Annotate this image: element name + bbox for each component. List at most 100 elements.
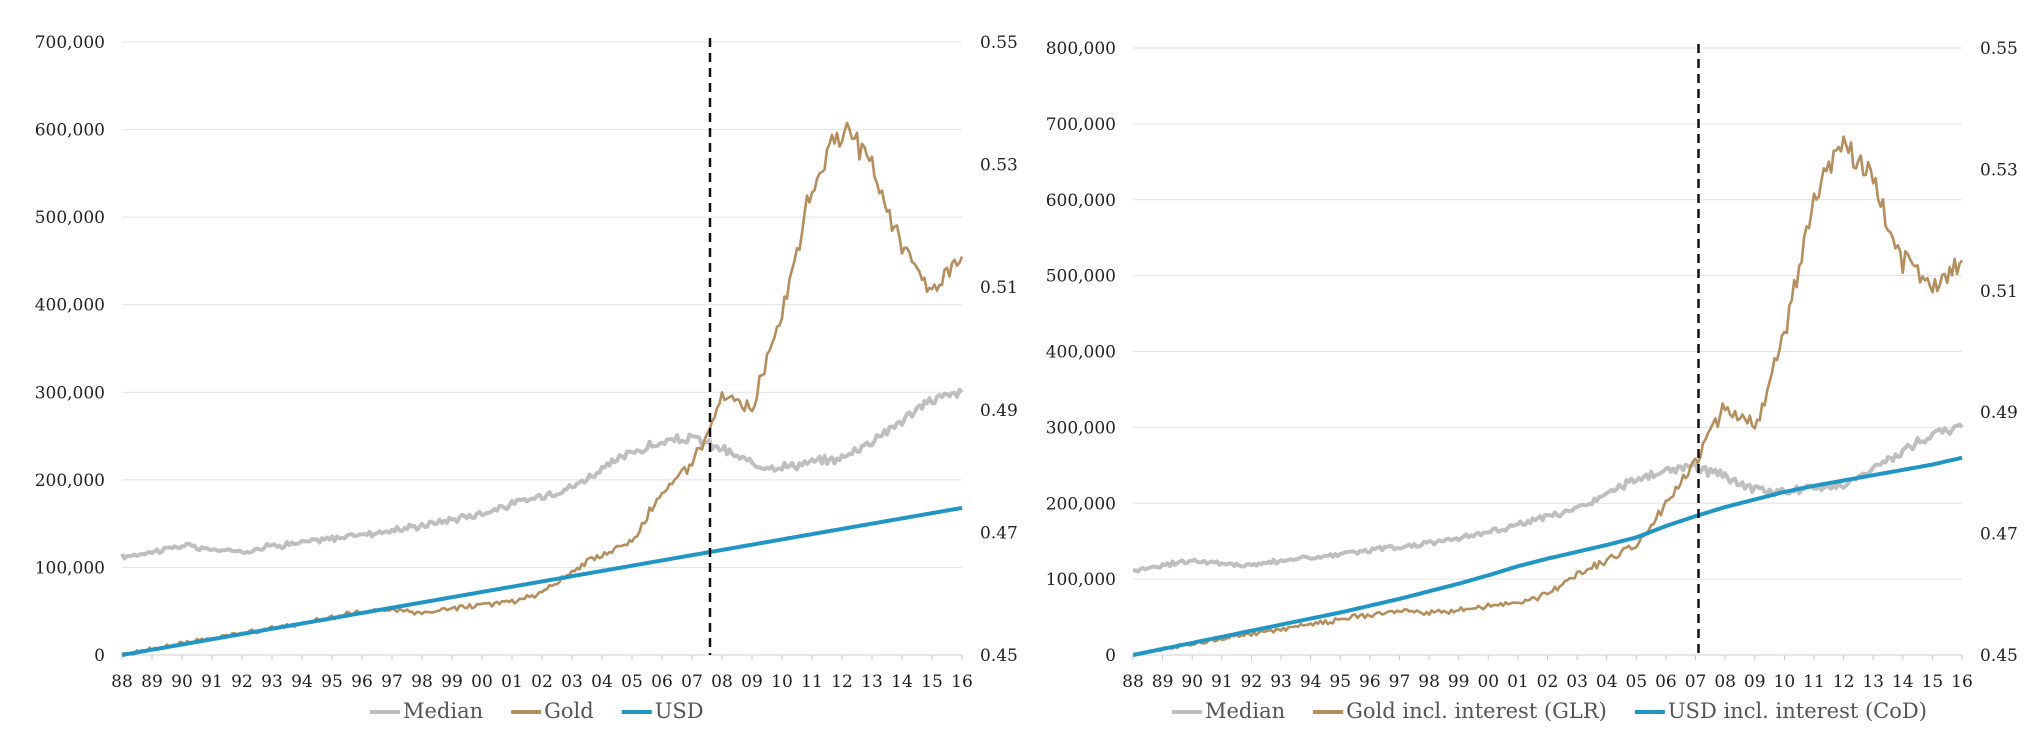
y2-tick-label: 0.53 — [980, 156, 1018, 176]
y-tick-label: 500,000 — [1046, 267, 1116, 287]
x-tick-label: 96 — [1359, 672, 1381, 692]
x-tick-label: 15 — [1922, 672, 1944, 692]
x-tick-label: 88 — [1122, 672, 1144, 692]
x-tick-label: 06 — [1655, 672, 1677, 692]
x-tick-label: 14 — [891, 672, 913, 692]
series-line-median — [1132, 422, 1964, 574]
x-tick-label: 04 — [591, 672, 613, 692]
x-tick-label: 10 — [1774, 672, 1796, 692]
x-tick-label: 03 — [1566, 672, 1588, 692]
series-line-gold-incl-interest-glr — [1133, 135, 1964, 656]
legend-label: Median — [403, 699, 483, 723]
x-tick-label: 07 — [681, 672, 703, 692]
x-tick-label: 98 — [1418, 672, 1440, 692]
legend-label: Gold — [544, 699, 594, 723]
chart-2: 0 100,000 200,000 300,000 400,000 500,000 600,… — [1046, 39, 2018, 723]
x-tick-label: 08 — [1714, 672, 1736, 692]
y-tick-label: 700,000 — [1046, 115, 1116, 135]
y-tick-label: 400,000 — [1046, 343, 1116, 363]
x-tick-label: 93 — [261, 672, 283, 692]
x-tick-label: 90 — [1181, 672, 1203, 692]
y-tick-label: 600,000 — [1046, 191, 1116, 211]
x-tick-label: 89 — [141, 672, 163, 692]
x-tick-label: 91 — [1211, 672, 1233, 692]
y-tick-label: 100,000 — [1046, 570, 1116, 590]
legend-label: Gold incl. interest (GLR) — [1346, 699, 1607, 723]
x-tick-label: 13 — [1862, 672, 1884, 692]
x-tick-label: 08 — [711, 672, 733, 692]
y2-tick-label: 0.47 — [980, 523, 1018, 543]
x-tick-label: 09 — [1744, 672, 1766, 692]
x-tick-label: 12 — [831, 672, 853, 692]
series-line-gold — [121, 121, 964, 656]
x-tick-label: 16 — [951, 672, 973, 692]
y-tick-label: 600,000 — [35, 121, 105, 141]
y-tick-label: 0 — [94, 646, 105, 666]
x-tick-label: 07 — [1685, 672, 1707, 692]
x-tick-label: 96 — [351, 672, 373, 692]
x-tick-label: 92 — [231, 672, 253, 692]
x-tick-label: 01 — [501, 672, 523, 692]
series-line-usd-incl-interest-cod — [1132, 455, 1963, 657]
x-tick-label: 10 — [771, 672, 793, 692]
y-tick-label: 500,000 — [35, 208, 105, 228]
x-tick-label: 02 — [1537, 672, 1559, 692]
y-tick-label: 200,000 — [35, 471, 105, 491]
chart-1: 0 100,000 200,000 300,000 400,000 500,000 600,… — [35, 33, 1018, 723]
x-tick-label: 03 — [561, 672, 583, 692]
x-tick-label: 09 — [741, 672, 763, 692]
y2-tick-label: 0.51 — [1980, 282, 2018, 302]
x-tick-label: 90 — [171, 672, 193, 692]
x-tick-label: 12 — [1833, 672, 1855, 692]
x-tick-label: 00 — [1477, 672, 1499, 692]
x-tick-label: 11 — [801, 672, 823, 692]
legend-label: Median — [1205, 699, 1285, 723]
y-tick-label: 200,000 — [1046, 494, 1116, 514]
x-tick-label: 11 — [1803, 672, 1825, 692]
y2-tick-label: 0.55 — [1980, 39, 2018, 59]
x-tick-label: 89 — [1152, 672, 1174, 692]
x-tick-label: 16 — [1951, 672, 1973, 692]
x-tick-label: 95 — [1329, 672, 1351, 692]
x-tick-label: 14 — [1892, 672, 1914, 692]
series-line-usd — [121, 505, 963, 657]
y2-tick-label: 0.49 — [1980, 403, 2018, 423]
x-tick-label: 06 — [651, 672, 673, 692]
x-tick-label: 92 — [1241, 672, 1263, 692]
x-tick-label: 94 — [1300, 672, 1322, 692]
x-tick-label: 04 — [1596, 672, 1618, 692]
y2-tick-label: 0.49 — [980, 401, 1018, 421]
x-tick-label: 99 — [1448, 672, 1470, 692]
y-tick-label: 100,000 — [35, 558, 105, 578]
y2-tick-label: 0.45 — [1980, 646, 2018, 666]
y-tick-label: 700,000 — [35, 33, 105, 53]
x-tick-label: 13 — [861, 672, 883, 692]
x-tick-label: 88 — [111, 672, 133, 692]
x-tick-label: 02 — [531, 672, 553, 692]
y-tick-label: 800,000 — [1046, 39, 1116, 59]
y2-tick-label: 0.47 — [1980, 525, 2018, 545]
x-tick-label: 95 — [321, 672, 343, 692]
x-tick-label: 01 — [1507, 672, 1529, 692]
x-tick-label: 05 — [1626, 672, 1648, 692]
x-tick-label: 94 — [291, 672, 313, 692]
y2-tick-label: 0.45 — [980, 646, 1018, 666]
y2-tick-label: 0.55 — [980, 33, 1018, 53]
series-line-median — [120, 387, 964, 561]
x-tick-label: 05 — [621, 672, 643, 692]
x-tick-label: 00 — [471, 672, 493, 692]
x-tick-label: 98 — [411, 672, 433, 692]
x-tick-label: 99 — [441, 672, 463, 692]
x-tick-label: 97 — [1389, 672, 1411, 692]
y-tick-label: 400,000 — [35, 296, 105, 316]
y2-tick-label: 0.51 — [980, 278, 1018, 298]
y-tick-label: 300,000 — [35, 383, 105, 403]
x-tick-label: 15 — [921, 672, 943, 692]
legend-label: USD — [655, 699, 704, 723]
y-tick-label: 0 — [1105, 646, 1116, 666]
y-tick-label: 300,000 — [1046, 418, 1116, 438]
x-tick-label: 93 — [1270, 672, 1292, 692]
y2-tick-label: 0.53 — [1980, 160, 2018, 180]
legend-label: USD incl. interest (CoD) — [1668, 699, 1927, 723]
